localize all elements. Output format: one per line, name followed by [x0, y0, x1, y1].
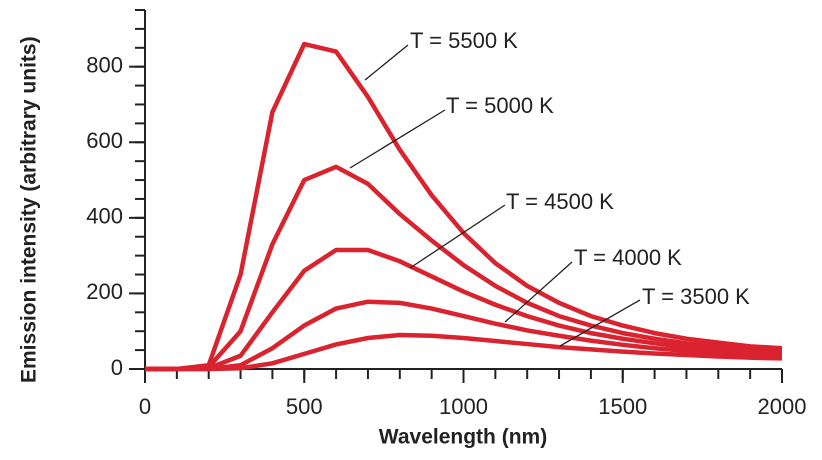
series-line — [145, 299, 783, 372]
y-tick-label: 600 — [86, 128, 123, 153]
series-line — [145, 332, 783, 372]
leader-line — [409, 204, 506, 269]
series-label: T = 4000 K — [574, 245, 682, 270]
y-axis-title: Emission intensity (arbitrary units) — [18, 36, 41, 383]
series-label: T = 4500 K — [506, 189, 614, 214]
x-tick-label: 1500 — [598, 394, 647, 419]
series-line — [145, 247, 783, 372]
y-tick-label: 400 — [86, 204, 123, 229]
leader-line — [504, 261, 573, 323]
leader-line — [364, 44, 409, 81]
leader-line — [559, 299, 641, 347]
series-label: T = 3500 K — [642, 284, 750, 309]
y-tick-label: 0 — [111, 355, 123, 380]
x-tick-label: 2000 — [758, 394, 807, 419]
y-tick-label: 200 — [86, 279, 123, 304]
x-axis-title: Wavelength (nm) — [379, 426, 547, 449]
x-tick-label: 500 — [286, 394, 323, 419]
y-tick-label: 800 — [86, 52, 123, 77]
x-tick-label: 0 — [139, 394, 151, 419]
series-label: T = 5500 K — [410, 28, 518, 53]
x-tick-label: 1000 — [439, 394, 488, 419]
series-line — [145, 164, 783, 372]
series-label: T = 5000 K — [446, 93, 554, 118]
leader-line — [349, 109, 446, 169]
